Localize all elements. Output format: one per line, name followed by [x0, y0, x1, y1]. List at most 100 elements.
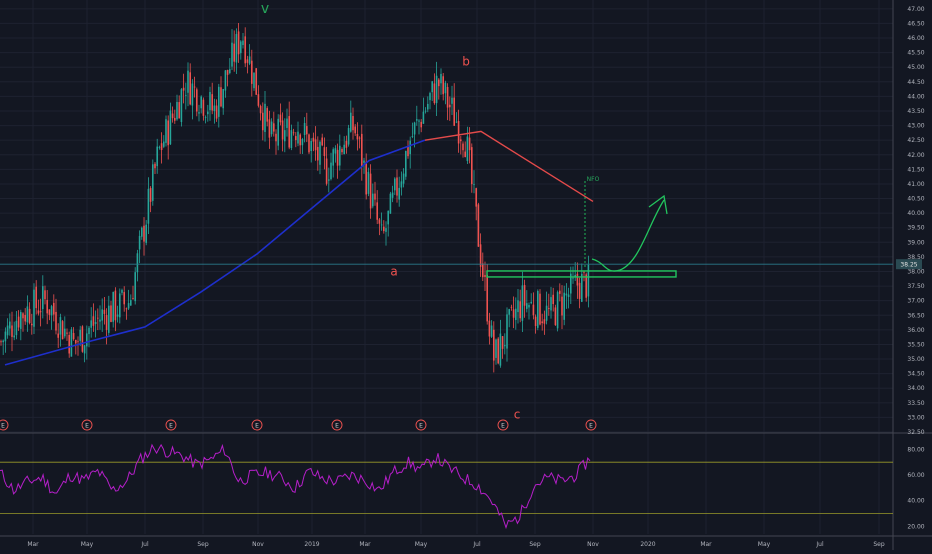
earnings-marker-circle [251, 419, 263, 431]
candle [369, 173, 372, 209]
earnings-marker-icon[interactable]: E [415, 419, 427, 431]
candle [174, 117, 176, 121]
candle [114, 290, 117, 321]
candle [444, 82, 447, 94]
y-tick-label: 44.00 [907, 93, 924, 100]
candle [198, 112, 200, 114]
candle [187, 70, 189, 93]
candle [497, 338, 499, 364]
y-tick-label: 34.00 [907, 385, 924, 392]
candle [246, 59, 249, 63]
candle [471, 147, 473, 185]
earnings-marker-label: E [335, 423, 339, 430]
candle [398, 187, 400, 200]
candle [563, 292, 565, 320]
candle [9, 321, 11, 329]
earnings-marker-icon[interactable]: E [251, 419, 263, 431]
candle [264, 103, 266, 132]
candle [440, 73, 442, 84]
candle [143, 225, 145, 242]
candle [394, 178, 396, 191]
candle [220, 87, 222, 107]
candle [209, 91, 211, 111]
candle [132, 298, 134, 300]
candle [57, 333, 59, 338]
candle [383, 226, 385, 232]
candle [347, 128, 350, 145]
projection-arrow-head-icon [648, 194, 668, 215]
earnings-marker-icon[interactable]: E [81, 419, 93, 431]
candle [466, 136, 469, 161]
candle [158, 146, 161, 148]
candle [396, 177, 398, 196]
earnings-marker-icon[interactable]: E [165, 419, 177, 431]
candle [343, 144, 345, 155]
y-tick-label: 35.00 [907, 356, 924, 363]
candle [6, 325, 9, 336]
earnings-marker-icon[interactable]: E [585, 419, 597, 431]
candle [257, 94, 260, 106]
support-zone[interactable] [486, 270, 677, 278]
candle [468, 137, 471, 151]
y-tick-label: 38.50 [907, 254, 924, 261]
candle [240, 41, 242, 54]
candle [204, 116, 207, 118]
candle [521, 285, 524, 321]
candle [152, 164, 154, 201]
earnings-marker-circle [165, 419, 177, 431]
candle [411, 135, 414, 137]
candle [24, 314, 26, 322]
candle [572, 277, 574, 279]
candle [552, 294, 554, 305]
candle [237, 31, 240, 55]
candle [402, 173, 405, 184]
earnings-marker-label: E [169, 423, 173, 430]
candle [310, 141, 312, 151]
x-tick-label: Mar [700, 541, 712, 548]
candle [81, 326, 84, 352]
candle [477, 204, 480, 247]
candle [499, 333, 502, 366]
y-tick-label: 43.50 [907, 108, 924, 115]
candle [378, 219, 381, 224]
candle [576, 273, 579, 286]
y-tick-label: 45.50 [907, 50, 924, 57]
candle [462, 143, 464, 151]
candle [15, 320, 18, 336]
y-tick-label: 32.50 [907, 429, 924, 436]
candle [479, 244, 482, 267]
x-tick-label: May [81, 541, 94, 548]
earnings-marker-label: E [1, 423, 5, 430]
candle [339, 145, 341, 166]
candle [330, 162, 332, 180]
candle [116, 314, 119, 317]
x-tick-label: Sep [529, 541, 541, 548]
candle [17, 316, 20, 328]
candle [541, 321, 543, 324]
candle [565, 293, 568, 296]
earnings-marker-icon[interactable]: E [497, 419, 509, 431]
x-tick-label: 2019 [304, 541, 319, 548]
candle [185, 94, 187, 96]
candle [193, 86, 196, 88]
candle [319, 141, 321, 165]
candle [55, 311, 57, 331]
candle [308, 134, 310, 153]
candle [255, 68, 257, 95]
earnings-marker-icon[interactable]: E [331, 419, 343, 431]
candle [312, 137, 315, 142]
rsi-y-tick-label: 60.00 [907, 472, 924, 479]
candle [365, 161, 367, 195]
candle [585, 274, 587, 298]
earnings-marker-icon[interactable]: E [0, 419, 9, 431]
candle [121, 289, 123, 293]
candle [156, 146, 158, 167]
x-tick-label: Jul [140, 541, 149, 548]
candle [570, 273, 572, 294]
wave-label-c: c [514, 407, 521, 421]
candle [361, 133, 363, 167]
y-tick-label: 42.50 [907, 137, 924, 144]
y-tick-label: 37.00 [907, 298, 924, 305]
candle [178, 102, 180, 119]
